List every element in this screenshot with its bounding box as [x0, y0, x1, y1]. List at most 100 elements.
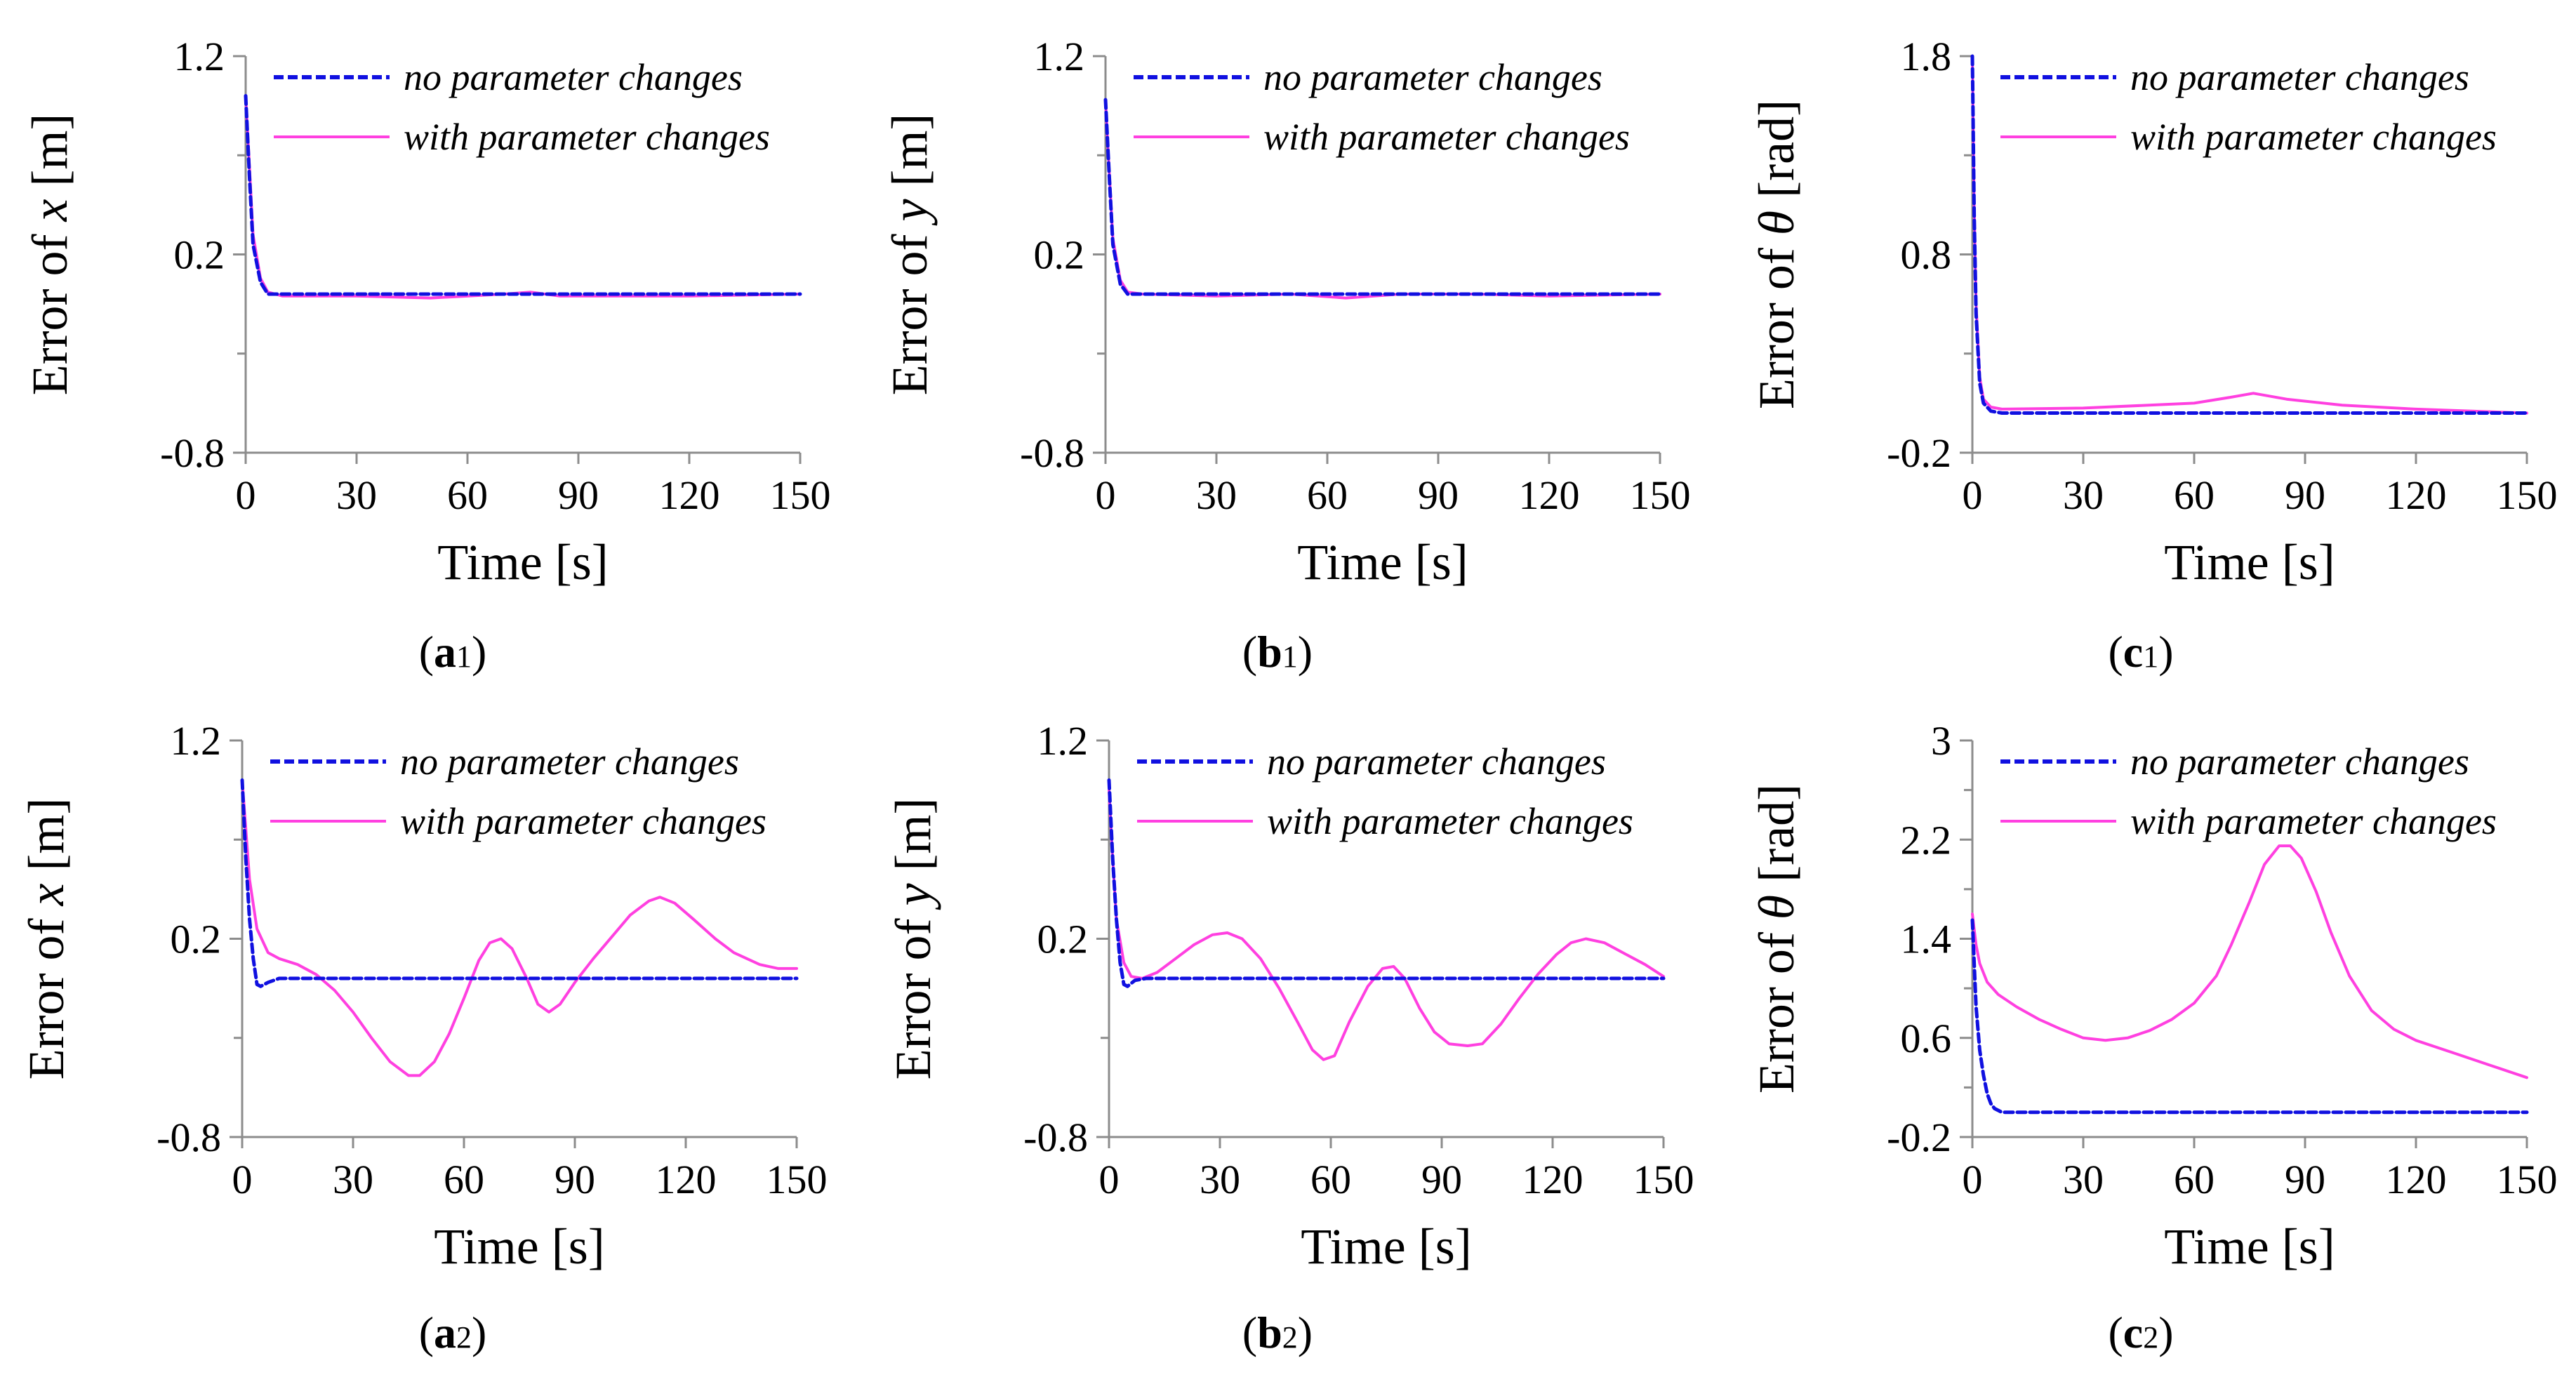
panel-caption: (c2)	[2108, 1308, 2173, 1357]
x-tick-label: 60	[2174, 472, 2215, 518]
y-axis-title: Error of θ [rad]	[1748, 784, 1805, 1094]
x-axis-title: Time [s]	[434, 1218, 604, 1275]
y-axis-title: Error of x [m]	[18, 798, 74, 1080]
series-line-with-parameter-changes	[1971, 844, 2528, 1079]
series-line-no-parameter-changes	[240, 778, 799, 988]
panel-caption: (b1)	[1242, 627, 1313, 677]
x-tick-label: 30	[336, 472, 377, 518]
chart-a1: -0.8 0.2 1.2 0 30 60 90 120 150 Time [s] Error of …	[22, 34, 831, 677]
x-tick-label: 60	[2174, 1157, 2215, 1202]
legend-label: no parameter changes	[400, 740, 739, 783]
series-line-with-parameter-changes	[1971, 55, 2528, 415]
x-tick-label: 60	[447, 472, 488, 518]
panel-caption: (a1)	[419, 627, 487, 677]
x-tick-label: 0	[1099, 1157, 1120, 1202]
x-tick-label: 30	[2063, 1157, 2104, 1202]
y-tick-label: -0.8	[1020, 430, 1084, 476]
legend-label: no parameter changes	[2130, 56, 2469, 98]
chart-b2: -0.8 0.2 1.2 0 30 60 90 120 150 Time [s] Error of …	[885, 718, 1694, 1357]
legend-label: no parameter changes	[404, 56, 743, 98]
legend-label: no parameter changes	[1267, 740, 1606, 783]
y-axis-title: Error of θ [rad]	[1748, 100, 1805, 409]
y-tick-label: 1.4	[1901, 917, 1952, 962]
x-tick-label: 0	[232, 1157, 253, 1202]
chart-c1: -0.2 0.8 1.8 0 30 60 90 120 150 Time [s] Error of …	[1748, 34, 2558, 677]
x-tick-label: 90	[1418, 472, 1459, 518]
y-tick-label: 1.2	[171, 718, 222, 764]
x-tick-label: 0	[236, 472, 256, 518]
x-tick-label: 120	[659, 472, 720, 518]
x-tick-label: 0	[1963, 472, 1983, 518]
x-tick-label: 90	[558, 472, 599, 518]
legend-label: with parameter changes	[400, 800, 766, 842]
x-tick-label: 120	[1519, 472, 1580, 518]
panel-caption: (c1)	[2108, 627, 2173, 677]
legend-label: with parameter changes	[2130, 116, 2497, 158]
y-tick-label: -0.8	[160, 430, 225, 476]
y-tick-label: -0.8	[1023, 1115, 1088, 1160]
legend-label: no parameter changes	[1263, 56, 1602, 98]
y-tick-label: 0.8	[1901, 232, 1952, 278]
x-tick-label: 150	[1630, 472, 1691, 518]
x-tick-label: 150	[2497, 472, 2558, 518]
x-tick-label: 150	[2497, 1157, 2558, 1202]
legend-label: no parameter changes	[2130, 740, 2469, 783]
x-axis-title: Time [s]	[1301, 1218, 1471, 1275]
series-line-no-parameter-changes	[1103, 98, 1662, 296]
y-axis-title: Error of y [m]	[882, 114, 938, 396]
y-tick-label: -0.2	[1887, 1115, 1951, 1160]
series-line-no-parameter-changes	[1107, 778, 1666, 988]
series-line-with-parameter-changes	[1108, 788, 1665, 1061]
legend-label: with parameter changes	[1263, 116, 1630, 158]
y-tick-label: 0.2	[174, 232, 225, 278]
x-tick-label: 60	[1310, 1157, 1351, 1202]
x-tick-label: 150	[770, 472, 831, 518]
x-tick-label: 90	[2285, 472, 2325, 518]
x-tick-label: 30	[333, 1157, 373, 1202]
legend-label: with parameter changes	[1267, 800, 1633, 842]
y-tick-label: 1.2	[1037, 718, 1089, 764]
chart-b1: -0.8 0.2 1.2 0 30 60 90 120 150 Time [s] Error of …	[882, 34, 1691, 677]
y-axis-title: Error of x [m]	[22, 114, 78, 396]
x-tick-label: 90	[555, 1157, 595, 1202]
legend-label: with parameter changes	[2130, 800, 2497, 842]
series-line-no-parameter-changes	[1970, 918, 2529, 1115]
x-tick-label: 90	[1421, 1157, 1462, 1202]
y-axis-title: Error of y [m]	[885, 798, 941, 1080]
y-tick-label: 0.6	[1901, 1016, 1952, 1061]
x-axis-title: Time [s]	[1297, 534, 1468, 590]
x-tick-label: 60	[1307, 472, 1348, 518]
x-tick-label: 120	[656, 1157, 717, 1202]
x-tick-label: 30	[1200, 1157, 1240, 1202]
y-tick-label: 1.2	[174, 34, 225, 79]
series-line-no-parameter-changes	[244, 94, 802, 296]
panel-caption: (a2)	[419, 1308, 487, 1357]
x-axis-title: Time [s]	[437, 534, 608, 590]
x-tick-label: 120	[1522, 1157, 1584, 1202]
x-axis-title: Time [s]	[2164, 1218, 2335, 1275]
y-tick-label: 2.2	[1901, 817, 1952, 863]
x-tick-label: 120	[2386, 1157, 2447, 1202]
y-tick-label: 0.2	[1034, 232, 1085, 278]
x-tick-label: 30	[2063, 472, 2104, 518]
chart-a2: -0.8 0.2 1.2 0 30 60 90 120 150 Time [s] Error of …	[18, 718, 828, 1357]
x-tick-label: 120	[2386, 472, 2447, 518]
x-axis-title: Time [s]	[2164, 534, 2335, 590]
x-tick-label: 0	[1096, 472, 1116, 518]
y-tick-label: 1.8	[1901, 34, 1952, 79]
series-line-with-parameter-changes	[241, 778, 798, 1077]
series-line-no-parameter-changes	[1970, 54, 2529, 415]
x-tick-label: 30	[1196, 472, 1237, 518]
y-tick-label: 0.2	[171, 917, 222, 962]
legend-label: with parameter changes	[404, 116, 770, 158]
x-tick-label: 150	[1633, 1157, 1694, 1202]
panel-caption: (b2)	[1242, 1308, 1313, 1357]
y-tick-label: 3	[1931, 718, 1951, 764]
x-tick-label: 150	[766, 1157, 828, 1202]
x-tick-label: 0	[1963, 1157, 1983, 1202]
y-tick-label: 1.2	[1034, 34, 1085, 79]
y-tick-label: -0.8	[157, 1115, 221, 1160]
x-tick-label: 90	[2285, 1157, 2325, 1202]
